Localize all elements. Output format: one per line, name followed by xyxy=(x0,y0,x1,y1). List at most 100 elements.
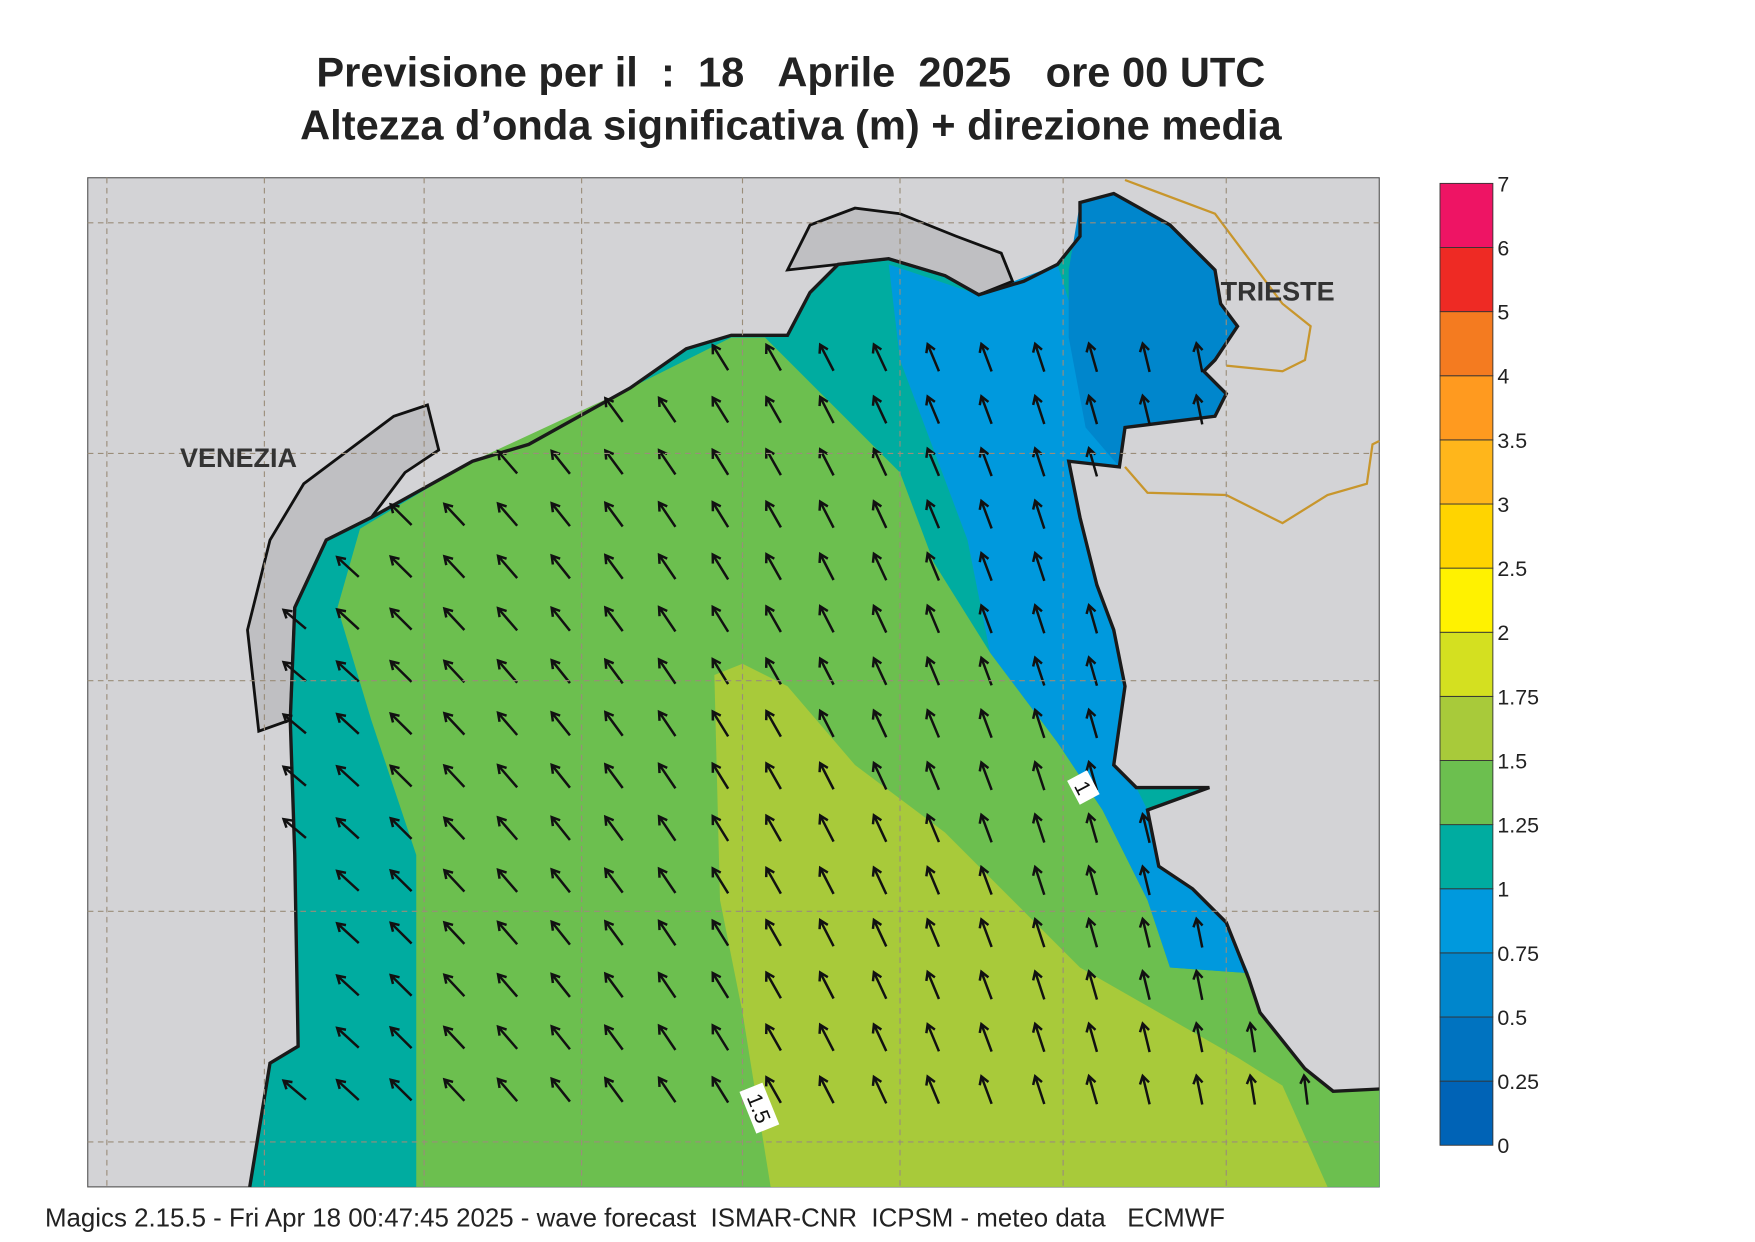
arrow xyxy=(442,973,466,998)
arrow xyxy=(1031,1021,1046,1053)
arrow xyxy=(1031,864,1046,896)
arrow xyxy=(1192,341,1204,373)
arrow xyxy=(871,499,888,529)
arrow xyxy=(871,394,888,424)
arrow xyxy=(496,658,519,684)
sea-band xyxy=(888,264,1249,974)
arrow xyxy=(764,813,782,842)
arrow xyxy=(818,342,835,372)
arrow xyxy=(978,1021,993,1052)
arrow xyxy=(818,918,835,947)
label-bg xyxy=(1067,770,1100,805)
arrow xyxy=(818,1074,835,1104)
arrow xyxy=(657,448,677,476)
arrow xyxy=(1085,1021,1099,1053)
arrow xyxy=(818,708,835,738)
arrow xyxy=(603,500,624,528)
arrow xyxy=(818,604,835,633)
arrow xyxy=(1031,341,1046,373)
arrow xyxy=(978,917,993,948)
arrow xyxy=(711,1023,730,1051)
arrow xyxy=(496,1077,519,1102)
arrow xyxy=(871,342,888,372)
colorbar-label: 6 xyxy=(1497,236,1509,260)
arrow xyxy=(1031,393,1046,425)
arrow xyxy=(1085,393,1099,425)
arrow xyxy=(1192,1073,1204,1105)
arrow xyxy=(550,815,571,841)
colorbar-label: 2.5 xyxy=(1497,557,1527,581)
arrow xyxy=(657,500,677,528)
city-label: TRIESTE xyxy=(1221,276,1335,306)
arrow xyxy=(1031,707,1046,739)
colorbar-box xyxy=(1439,439,1494,505)
arrow xyxy=(978,969,993,1000)
arrow xyxy=(657,919,677,946)
arrow xyxy=(1138,916,1151,948)
label-bg xyxy=(739,1082,780,1134)
arrow xyxy=(335,921,360,944)
arrow xyxy=(764,499,782,529)
arrow xyxy=(764,604,782,633)
arrow xyxy=(335,555,360,578)
arrow xyxy=(657,971,677,999)
arrow xyxy=(1085,602,1099,634)
arrow xyxy=(550,867,571,894)
arrow xyxy=(1085,1073,1099,1105)
arrow xyxy=(603,814,624,842)
colorbar-box xyxy=(1439,247,1494,313)
arrow xyxy=(1085,864,1099,896)
arrow xyxy=(818,499,835,529)
arrow xyxy=(603,448,624,475)
arrow xyxy=(657,814,677,842)
arrow xyxy=(657,605,677,633)
arrow xyxy=(711,971,730,999)
arrow xyxy=(871,551,888,581)
arrow xyxy=(711,604,730,633)
arrow xyxy=(818,970,835,1000)
direction-arrows xyxy=(281,341,1311,1105)
arrow xyxy=(1031,917,1046,948)
arrow xyxy=(389,764,413,788)
arrow xyxy=(1299,1073,1311,1105)
arrow xyxy=(496,972,519,998)
arrow xyxy=(496,867,519,893)
arrow xyxy=(871,603,888,634)
arrow xyxy=(496,501,519,527)
colorbar-label: 3 xyxy=(1497,493,1509,517)
arrow xyxy=(281,765,307,787)
arrow xyxy=(281,660,307,682)
arrow xyxy=(389,973,413,997)
arrow xyxy=(925,812,941,843)
arrow xyxy=(442,816,466,841)
arrow xyxy=(603,553,624,580)
arrow xyxy=(978,551,993,582)
arrow xyxy=(550,919,571,946)
arrow xyxy=(389,1025,413,1049)
arrow xyxy=(818,813,835,843)
map: VENEZIA TRIESTE 1 1.5 xyxy=(87,177,1380,1188)
arrow xyxy=(496,711,519,736)
colorbar-label: 2 xyxy=(1497,621,1509,645)
arrow xyxy=(442,554,466,579)
sea-band xyxy=(337,337,1380,1187)
arrow xyxy=(281,817,307,839)
arrow xyxy=(1031,1073,1046,1105)
arrow xyxy=(1031,603,1046,634)
arrow xyxy=(1245,1073,1257,1105)
arrow xyxy=(871,708,888,738)
colorbar-label: 5 xyxy=(1497,301,1509,325)
arrow xyxy=(978,603,993,634)
arrow xyxy=(496,606,519,632)
arrow xyxy=(1138,1073,1151,1105)
arrow xyxy=(442,920,466,945)
arrow xyxy=(925,969,941,1000)
colorbar-label: 7 xyxy=(1497,172,1509,196)
arrow xyxy=(496,920,519,946)
colorbar-box xyxy=(1439,952,1494,1018)
arrow xyxy=(1085,759,1099,791)
arrow xyxy=(603,1024,624,1051)
arrow xyxy=(1031,498,1046,529)
colorbar-label: 1.75 xyxy=(1497,685,1539,709)
arrow xyxy=(550,710,571,737)
